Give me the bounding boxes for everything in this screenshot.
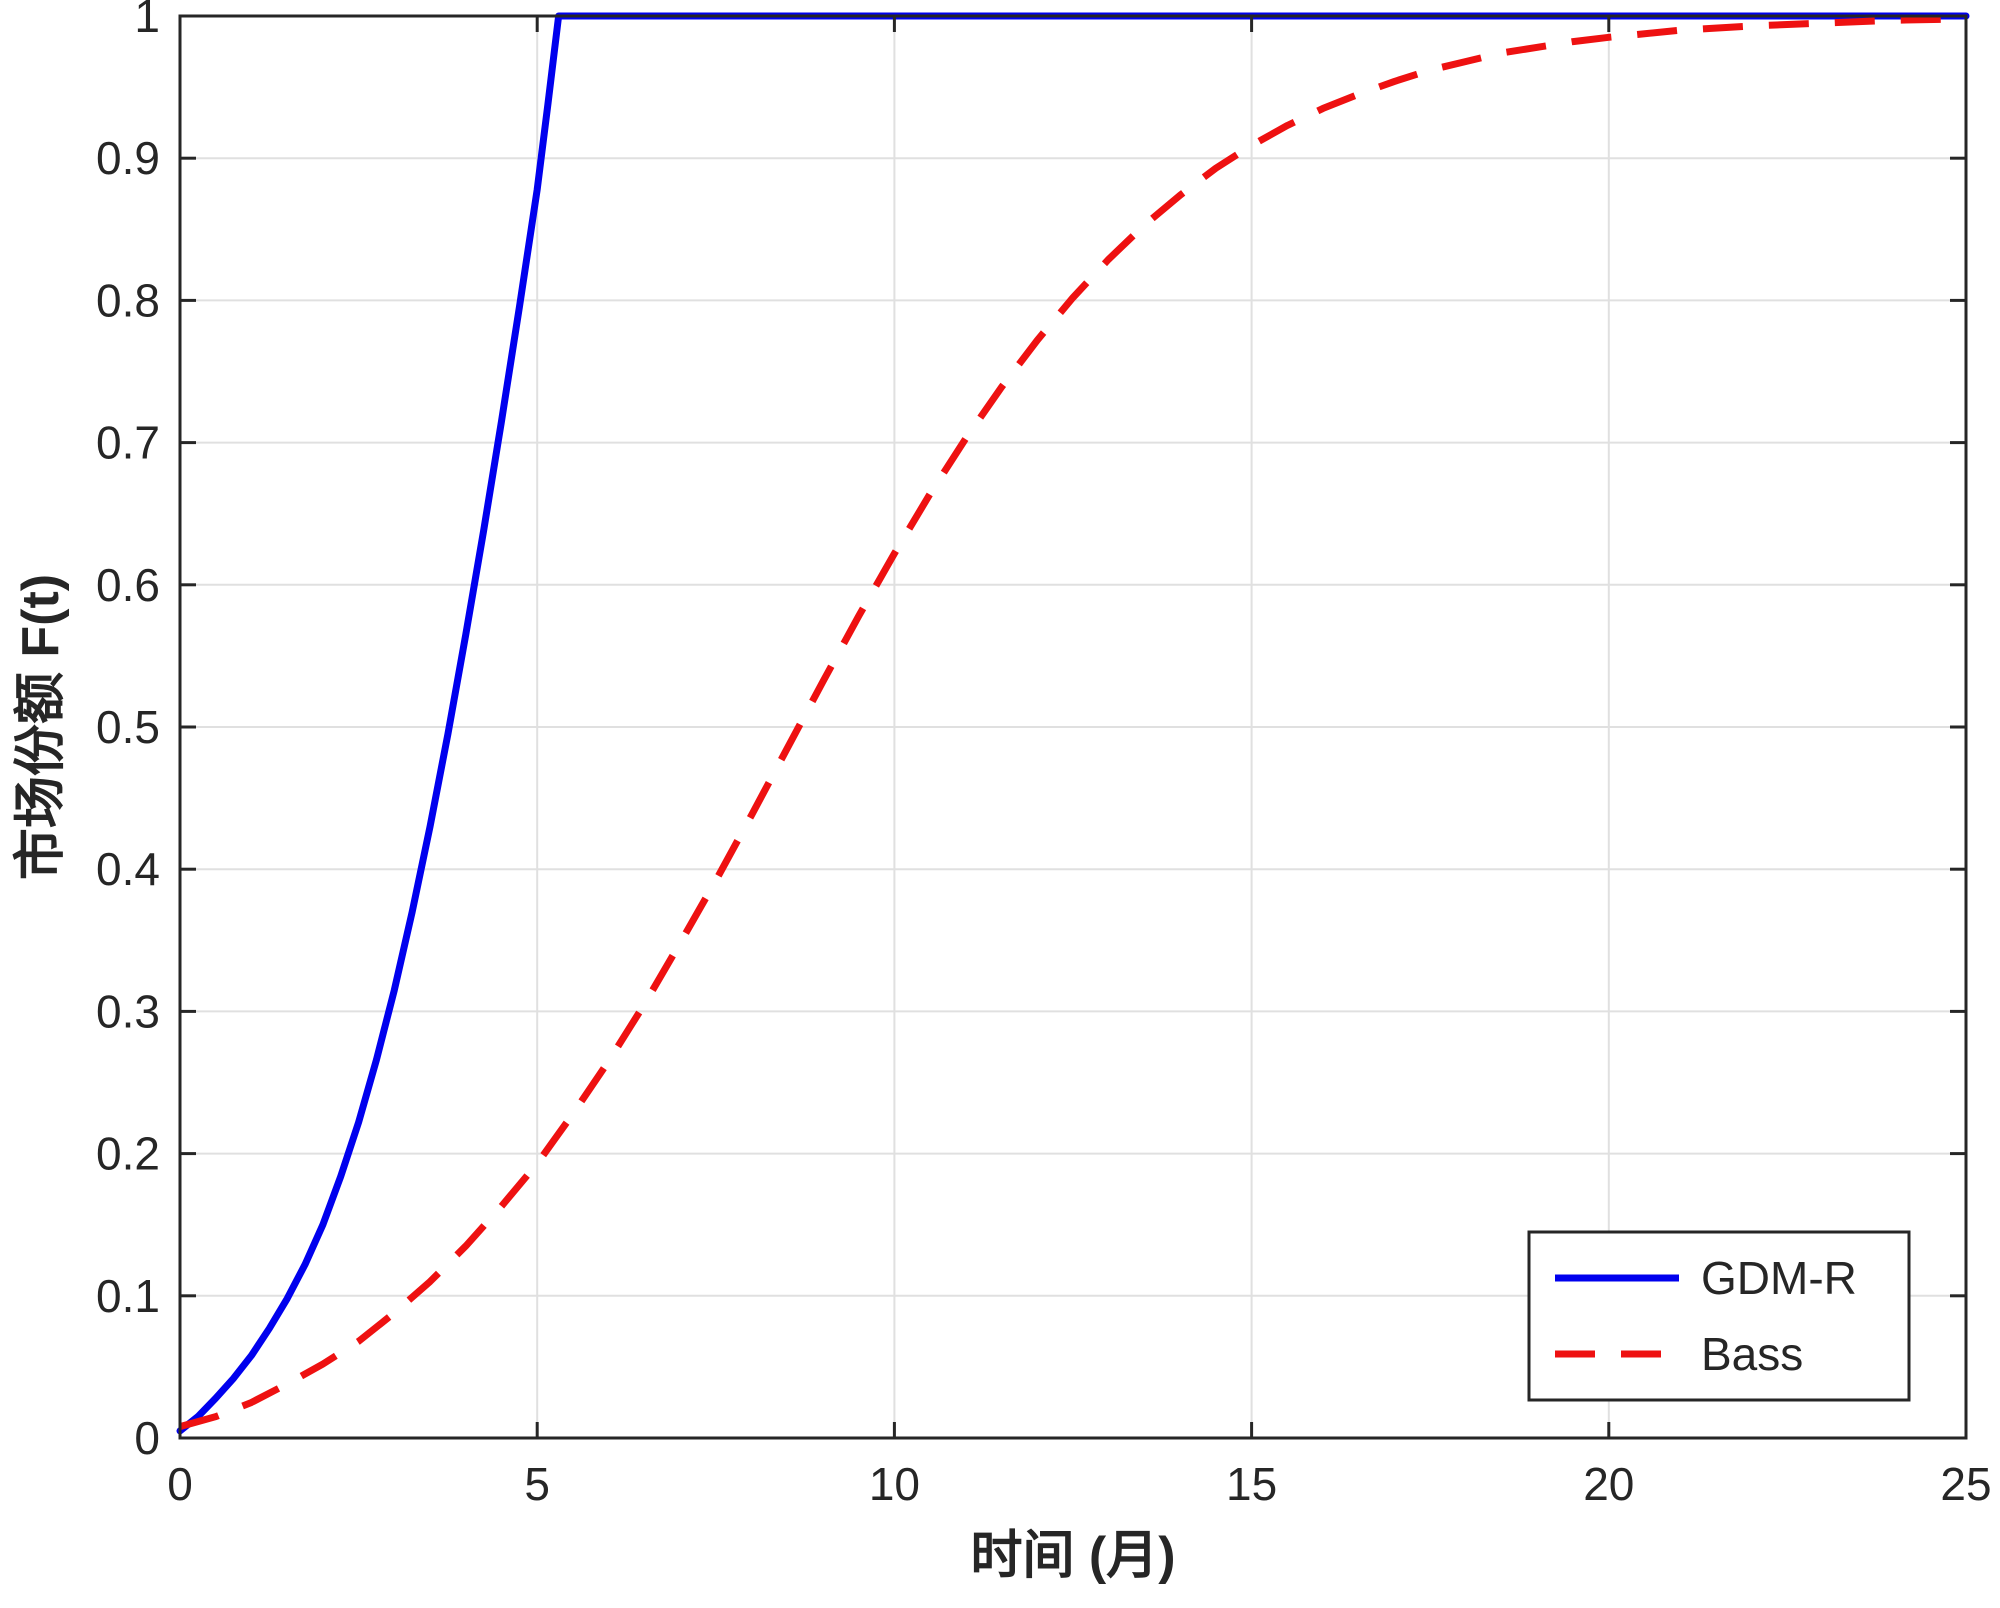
legend-label-gdm-r: GDM-R [1701,1252,1857,1304]
y-tick-label-0.8: 0.8 [96,274,160,326]
x-tick-label-0: 0 [167,1458,193,1510]
series-line-gdm-r [176,12,1970,1435]
x-tick-label-20: 20 [1583,1458,1634,1510]
legend-label-bass: Bass [1701,1328,1803,1380]
axis-ticks [178,14,1968,1440]
x-tick-label-15: 15 [1226,1458,1277,1510]
y-tick-label-0: 0 [134,1412,160,1464]
y-tick-label-0.9: 0.9 [96,132,160,184]
x-tick-label-25: 25 [1940,1458,1991,1510]
y-tick-label-0.1: 0.1 [96,1270,160,1322]
y-tick-label-0.4: 0.4 [96,843,160,895]
legend-box [1527,1230,1911,1402]
y-tick-label-0.3: 0.3 [96,985,160,1037]
legend: GDM-R Bass [1527,1230,1911,1402]
x-axis-label: 时间 (月) [970,1527,1175,1585]
series-line-bass [179,15,1967,1430]
x-tick-label-5: 5 [524,1458,550,1510]
tick-labels: 0 5 10 15 20 25 0 0.1 0.2 0.3 0.4 0.5 0.6 0.7 0.8 0.9 1 [96,0,1992,1510]
y-axis-label: 市场份额 F(t) [12,574,70,880]
y-tick-label-1: 1 [134,0,160,42]
y-tick-label-0.6: 0.6 [96,559,160,611]
y-tick-label-0.7: 0.7 [96,417,160,469]
y-tick-label-0.5: 0.5 [96,701,160,753]
x-tick-label-10: 10 [869,1458,920,1510]
series-lines [176,12,1970,1435]
y-tick-label-0.2: 0.2 [96,1128,160,1180]
